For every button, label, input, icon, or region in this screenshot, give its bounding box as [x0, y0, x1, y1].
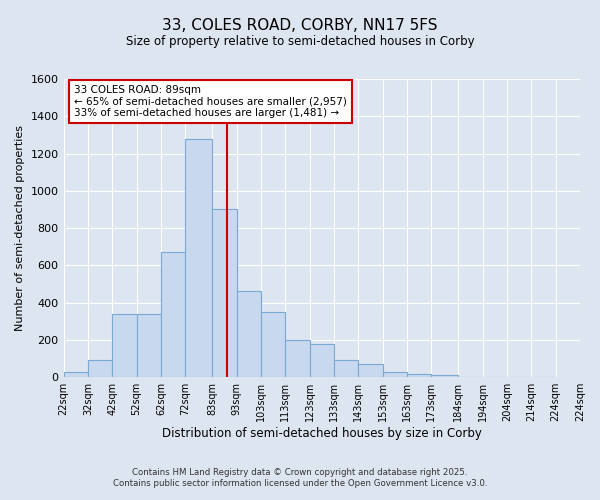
Bar — [236, 292, 261, 377]
Bar — [358, 364, 383, 377]
Bar — [112, 314, 137, 377]
X-axis label: Distribution of semi-detached houses by size in Corby: Distribution of semi-detached houses by … — [162, 427, 482, 440]
Y-axis label: Number of semi-detached properties: Number of semi-detached properties — [15, 125, 25, 331]
Text: Contains HM Land Registry data © Crown copyright and database right 2025.
Contai: Contains HM Land Registry data © Crown c… — [113, 468, 487, 487]
Text: 33, COLES ROAD, CORBY, NN17 5FS: 33, COLES ROAD, CORBY, NN17 5FS — [162, 18, 438, 32]
Bar — [212, 210, 236, 377]
Bar — [137, 314, 161, 377]
Text: 33 COLES ROAD: 89sqm
← 65% of semi-detached houses are smaller (2,957)
33% of se: 33 COLES ROAD: 89sqm ← 65% of semi-detac… — [74, 85, 347, 118]
Bar — [407, 374, 431, 377]
Bar — [285, 340, 310, 377]
Bar — [64, 372, 88, 377]
Bar — [310, 344, 334, 377]
Bar — [161, 252, 185, 377]
Bar — [431, 376, 458, 377]
Bar — [261, 312, 285, 377]
Bar — [334, 360, 358, 377]
Bar — [185, 138, 212, 377]
Bar — [383, 372, 407, 377]
Bar — [88, 360, 112, 377]
Text: Size of property relative to semi-detached houses in Corby: Size of property relative to semi-detach… — [125, 35, 475, 48]
